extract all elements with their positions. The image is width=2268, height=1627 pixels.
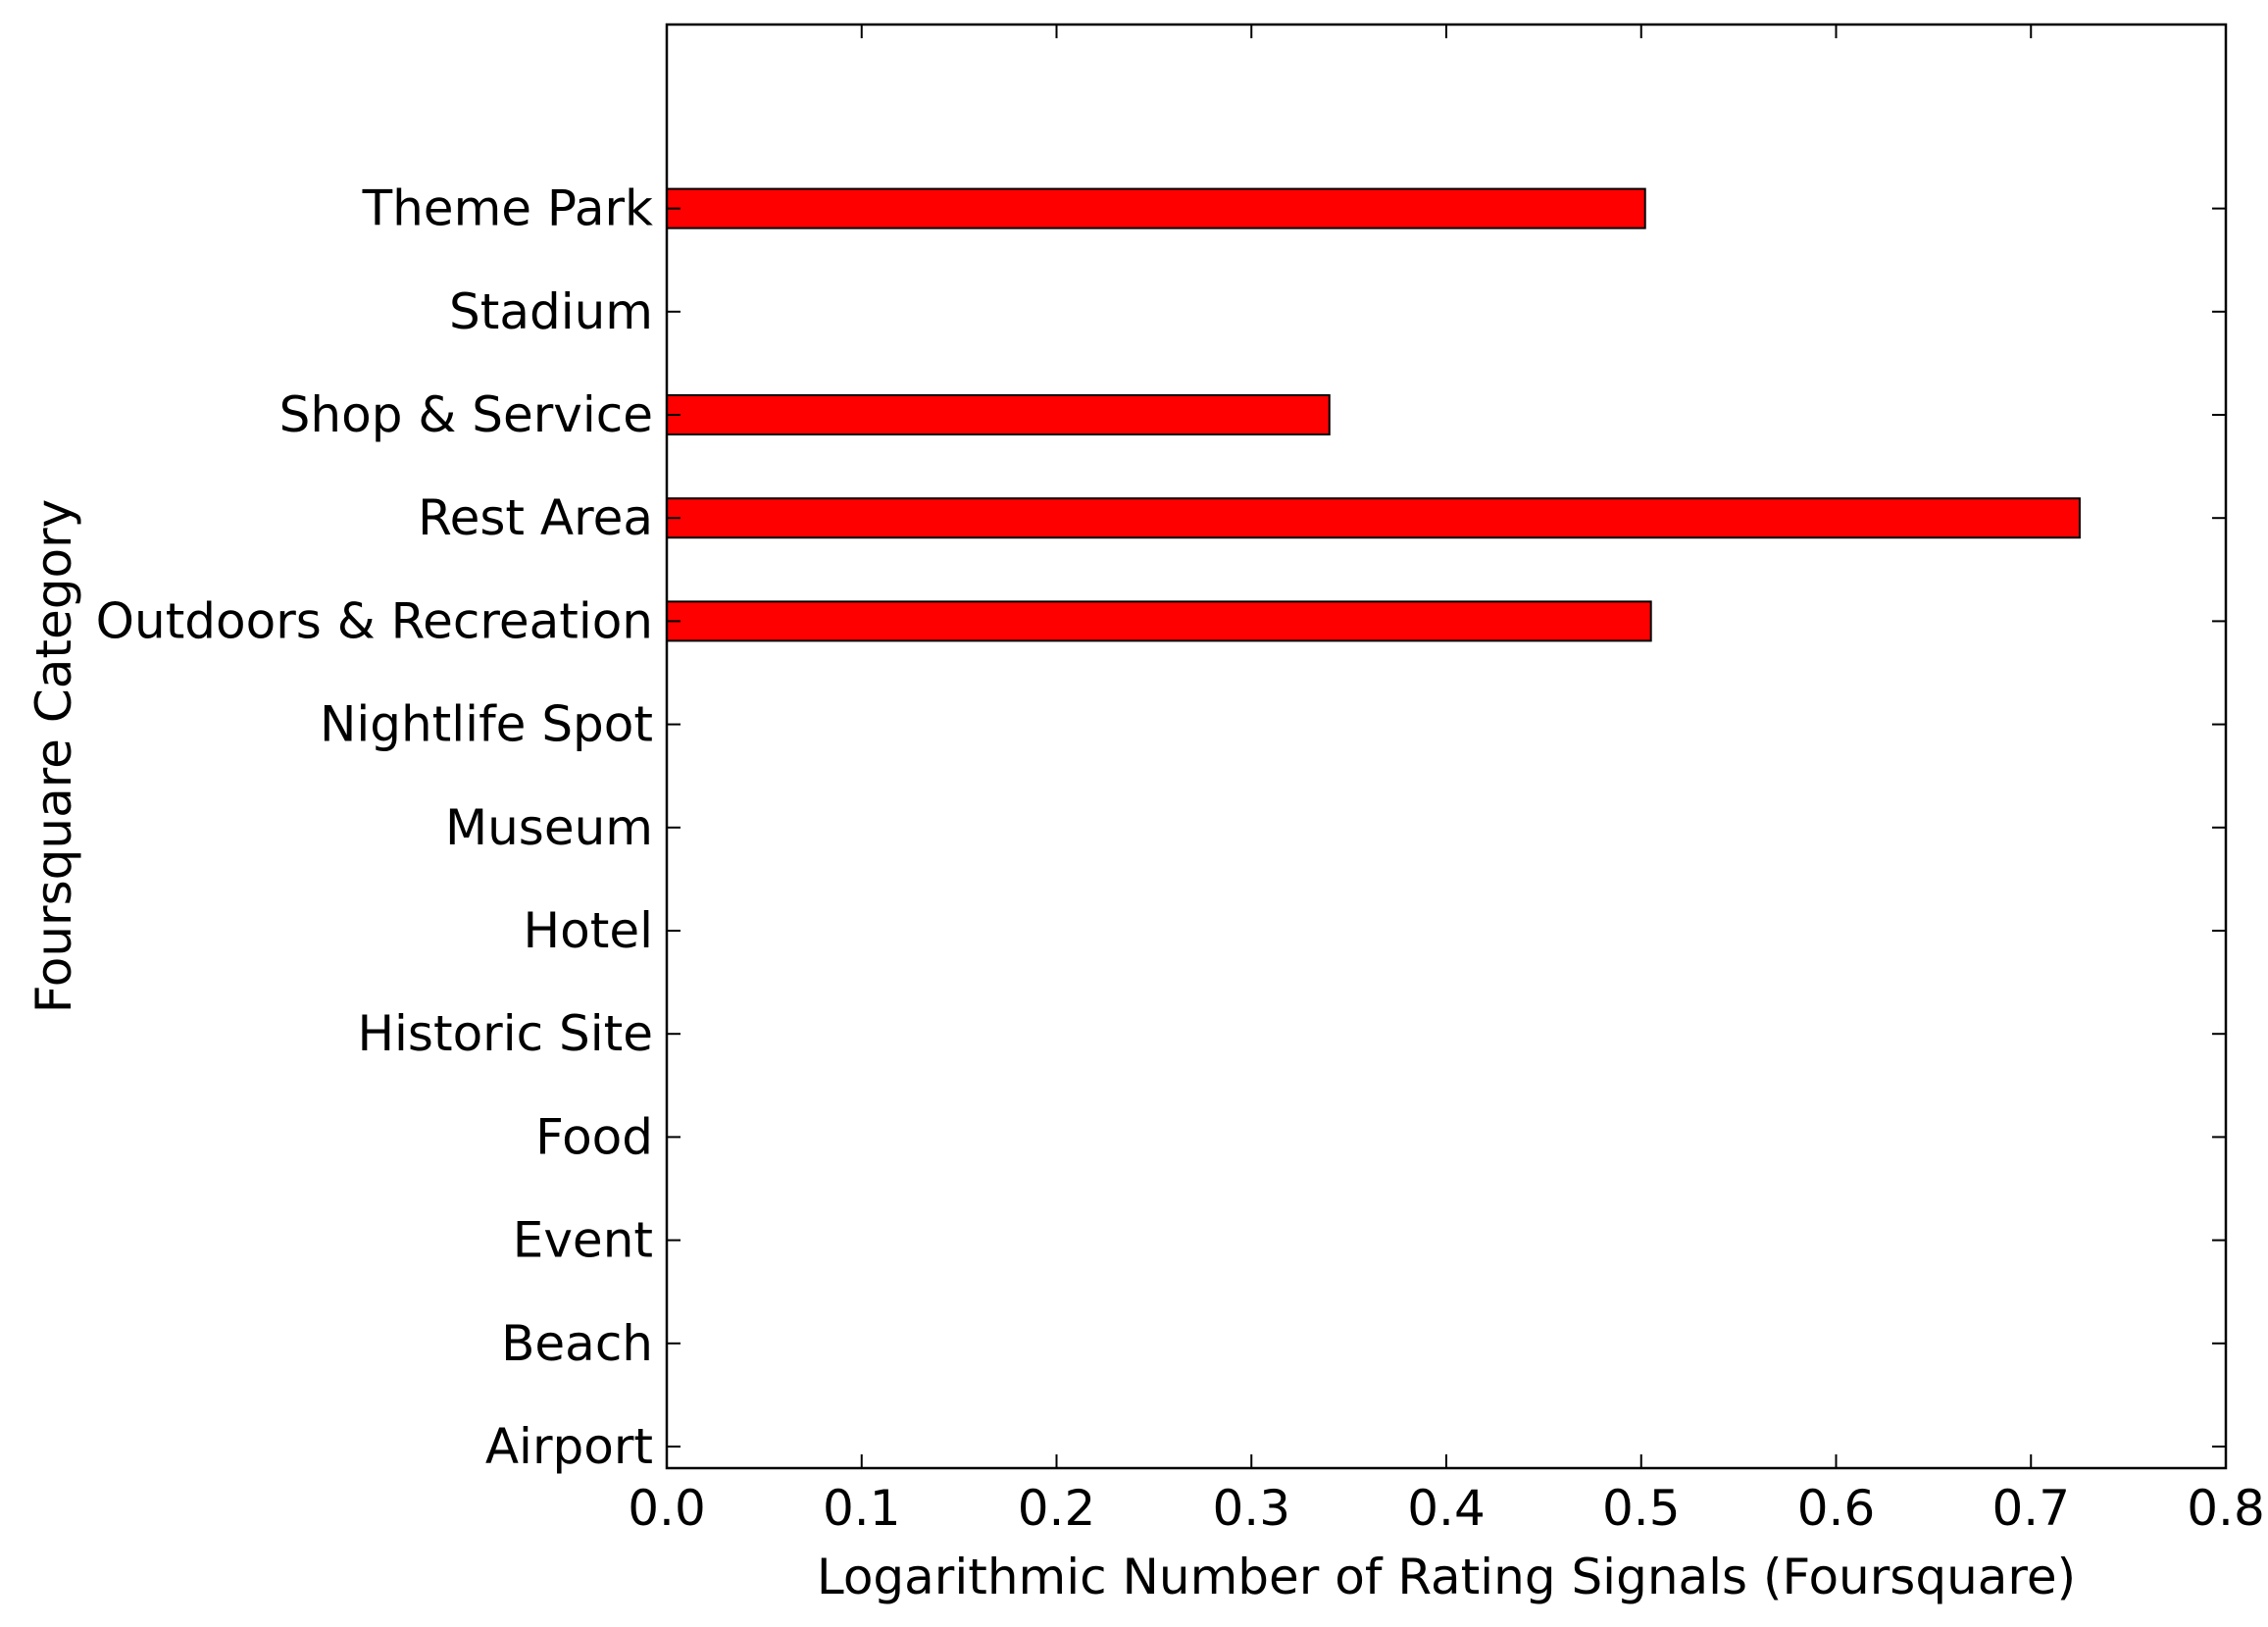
y-tick-label-food: Food [535, 1108, 653, 1165]
y-tick-label-outdoors-recreation: Outdoors & Recreation [96, 592, 653, 649]
x-tick-label-3: 0.3 [1212, 1480, 1290, 1537]
bar-rest-area [666, 497, 2081, 539]
ticks-layer [666, 25, 2227, 1468]
y-tick-labels: Airport Beach Event Food Historic Site Hotel M… [96, 180, 653, 1475]
bar-shop-service [666, 394, 1331, 435]
x-tick-label-8: 0.8 [2187, 1480, 2265, 1537]
y-tick-label-airport: Airport [485, 1418, 653, 1475]
y-tick-label-stadium: Stadium [449, 283, 653, 340]
y-tick-label-rest-area: Rest Area [418, 489, 653, 546]
y-tick-label-shop-service: Shop & Service [279, 386, 653, 443]
x-tick-label-6: 0.6 [1797, 1480, 1876, 1537]
y-tick-label-historic-site: Historic Site [357, 1005, 653, 1062]
y-tick-label-event: Event [513, 1212, 653, 1269]
y-tick-label-beach: Beach [501, 1315, 653, 1372]
x-tick-label-5: 0.5 [1602, 1480, 1681, 1537]
y-tick-label-hotel: Hotel [524, 902, 653, 959]
x-tick-label-7: 0.7 [1991, 1480, 2070, 1537]
y-tick-label-nightlife-spot: Nightlife Spot [320, 696, 653, 753]
bar-outdoors-recreation [666, 600, 1652, 642]
x-axis-label: Logarithmic Number of Rating Signals (Fo… [817, 1549, 2076, 1605]
plot-frame [665, 23, 2228, 1470]
x-tick-label-1: 0.1 [823, 1480, 901, 1537]
x-tick-labels: 0.0 0.1 0.2 0.3 0.4 0.5 0.6 0.7 0.8 [628, 1480, 2265, 1537]
x-tick-label-2: 0.2 [1018, 1480, 1096, 1537]
bars-layer [666, 187, 2081, 642]
y-tick-label-theme-park: Theme Park [362, 180, 653, 237]
x-tick-label-0: 0.0 [628, 1480, 706, 1537]
x-tick-label-4: 0.4 [1407, 1480, 1486, 1537]
bar-theme-park [666, 187, 1646, 229]
y-axis-label: Foursquare Category [25, 499, 82, 1013]
y-tick-label-museum: Museum [445, 799, 653, 856]
